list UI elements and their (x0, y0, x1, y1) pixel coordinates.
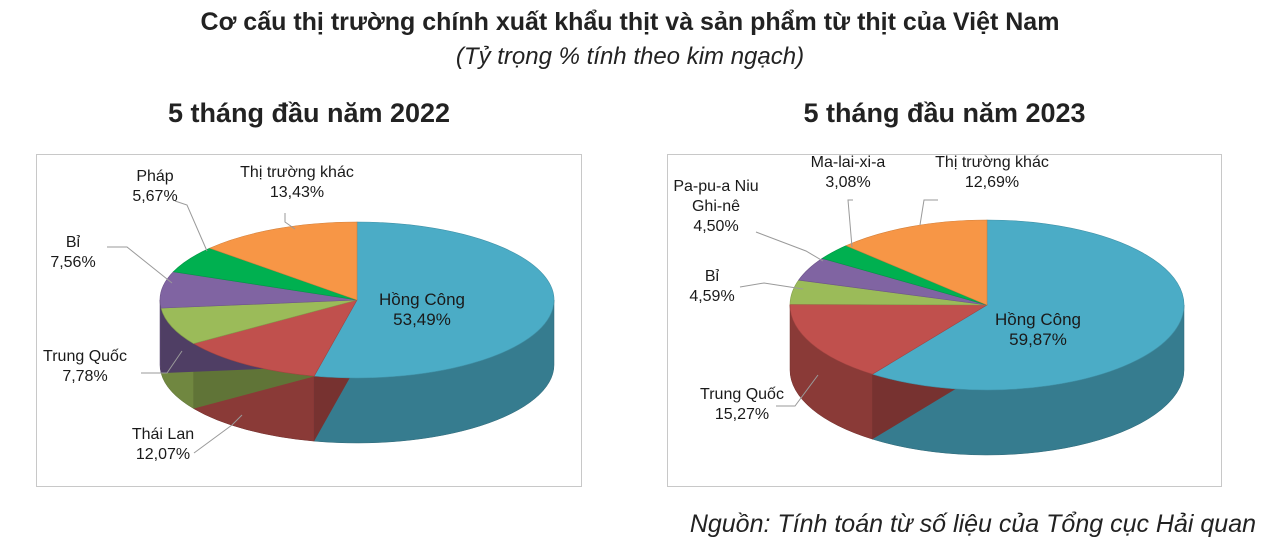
pie-slice-bi (159, 271, 358, 309)
data-label-bi: Bỉ 4,59% (689, 268, 734, 305)
data-label-trung-quoc: Trung Quốc 15,27% (700, 386, 784, 423)
pie-slice-thi-truong-khac (208, 221, 358, 301)
data-label-thi-truong-khac: Thị trường khác 12,69% (935, 155, 1049, 191)
leader-line-thi-truong-khac (919, 199, 938, 226)
chart-subtitle: (Tỷ trọng % tính theo kim ngạch) (455, 43, 805, 70)
data-label-pa-pu-a-niu-ghi-ne: Pa-pu-a Niu Ghi-nê 4,50% (673, 178, 758, 235)
pie-2023-chart: Hồng Công 59,87% Trung Quốc 15,27% Bỉ 4,59% Pa… (673, 154, 1185, 456)
pie-2022-chart: Hồng Công 53,49% Thái Lan 12,07% Trung Quốc 7… (43, 164, 555, 463)
data-label-trung-quoc: Trung Quốc 7,78% (43, 348, 127, 385)
source-note: Nguồn: Tính toán từ số liệu của Tổng cục… (689, 510, 1256, 538)
data-label-hong-cong: Hồng Công 53,49% (379, 290, 465, 329)
pie-slice-trung-quoc (160, 299, 358, 344)
pie-slice-thi-truong-khac (845, 219, 988, 306)
pie-side-bi (159, 299, 162, 374)
pie-labels: Hồng Công 59,87% Trung Quốc 15,27% Bỉ 4,59% Pa… (673, 154, 1081, 423)
pie-labels: Hồng Công 53,49% Thái Lan 12,07% Trung Quốc 7… (43, 164, 465, 463)
pie-slice-hong-cong (871, 219, 1185, 391)
data-label-thi-truong-khac: Thị trường khác 13,43% (240, 164, 354, 201)
chart-main-title: Cơ cấu thị trường chính xuất khẩu thịt v… (200, 8, 1060, 36)
pie-2023-panel: Hồng Công 59,87% Trung Quốc 15,27% Bỉ 4,59% Pa… (667, 154, 1222, 487)
leader-line-ma-lai-xi-a (847, 199, 853, 248)
leader-line-phap (174, 200, 208, 252)
pie-2022-title: 5 tháng đầu năm 2022 (167, 98, 451, 128)
pie-slice-hong-cong (313, 221, 555, 379)
leader-line-thi-truong-khac (284, 213, 296, 230)
pie-slice-trung-quoc (789, 303, 989, 375)
leader-line-bi (739, 282, 804, 290)
data-label-thai-lan: Thái Lan 12,07% (132, 426, 194, 463)
pie-2023-title: 5 tháng đầu năm 2023 (803, 98, 1086, 128)
leader-line-thai-lan (193, 414, 243, 454)
data-label-phap: Pháp 5,67% (132, 168, 177, 205)
leader-line-trung-quoc (141, 350, 183, 374)
pie-2022-panel: Hồng Công 53,49% Thái Lan 12,07% Trung Quốc 7… (36, 154, 582, 487)
data-label-ma-lai-xi-a: Ma-lai-xi-a 3,08% (811, 155, 886, 191)
data-label-bi: Bỉ 7,56% (50, 234, 95, 271)
leader-line-bi (107, 246, 173, 284)
leader-line-pa-pu-a-niu-ghi-ne (755, 231, 824, 262)
pie-top-faces (159, 221, 555, 379)
pie-top-faces (789, 219, 1185, 391)
data-label-hong-cong: Hồng Công 59,87% (995, 310, 1081, 349)
pie-slice-thai-lan (192, 299, 358, 377)
leader-line-trung-quoc (776, 374, 819, 407)
